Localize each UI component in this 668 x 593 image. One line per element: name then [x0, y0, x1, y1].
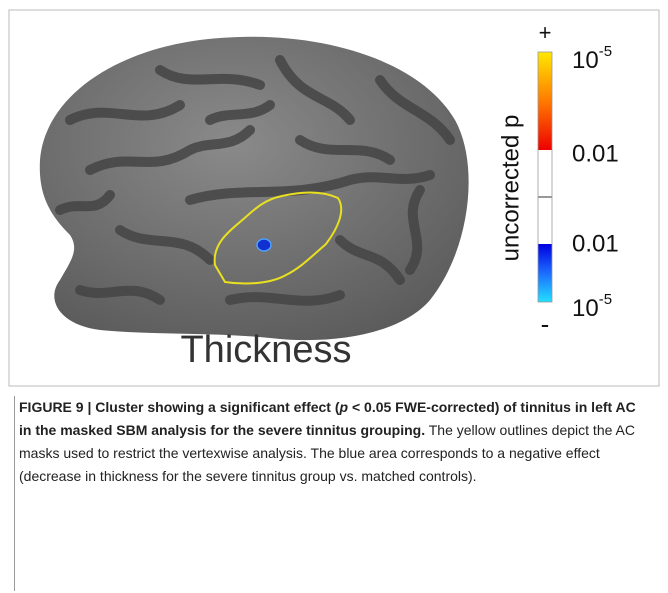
caption-body: The yellow outlines depict the AC masks … — [19, 422, 635, 484]
colorbar-tick-label: 0.01 — [572, 140, 619, 167]
sulci — [55, 55, 455, 306]
colorbar-tick-label: 10-5 — [572, 43, 612, 74]
figure-frame — [8, 9, 660, 387]
minus-sign: - — [541, 309, 550, 339]
colorbar-positive — [538, 52, 552, 150]
colorbar-label: uncorrected p — [497, 115, 524, 262]
panel-label: Thickness — [180, 329, 351, 371]
caption-bold: FIGURE 9 | Cluster showing a significant… — [19, 399, 340, 415]
plus-sign: + — [539, 20, 552, 45]
colorbar: + - uncorrected p 10-5 0.01 0.01 10-5 — [497, 20, 618, 339]
colorbar-tick-label: 10-5 — [572, 291, 612, 322]
colorbar-negative — [538, 244, 552, 302]
caption: FIGURE 9 | Cluster showing a significant… — [14, 396, 642, 591]
caption-bold-italic: p — [339, 399, 349, 415]
ac-mask-outline — [213, 191, 343, 285]
colorbar-tick-label: 0.01 — [572, 230, 619, 257]
brain — [39, 36, 469, 341]
cluster — [256, 238, 272, 252]
colorbar-border — [537, 51, 553, 303]
caption-bold: < 0.05 FWE-corrected) of tinnitus in lef… — [19, 399, 636, 438]
